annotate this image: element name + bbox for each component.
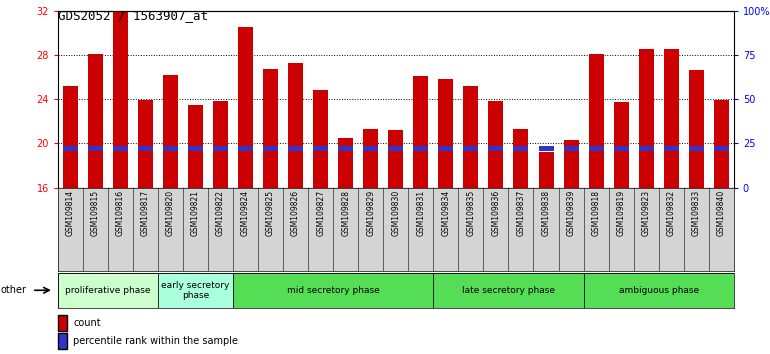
Bar <box>88 54 103 354</box>
Text: GSM109828: GSM109828 <box>341 190 350 236</box>
Text: GSM109822: GSM109822 <box>216 190 225 236</box>
Bar <box>564 140 578 354</box>
Bar <box>514 146 528 151</box>
Text: GDS2052 / 1563907_at: GDS2052 / 1563907_at <box>58 9 208 22</box>
Text: GSM109825: GSM109825 <box>266 190 275 236</box>
Bar <box>213 101 228 354</box>
Text: GSM109829: GSM109829 <box>367 190 375 236</box>
Bar <box>638 146 654 151</box>
Bar <box>388 146 403 151</box>
Bar <box>488 146 504 151</box>
Text: GSM109814: GSM109814 <box>65 190 75 236</box>
Bar <box>313 146 328 151</box>
Text: GSM109819: GSM109819 <box>617 190 626 236</box>
Text: count: count <box>73 318 101 328</box>
Bar <box>238 27 253 354</box>
Text: GSM109838: GSM109838 <box>541 190 551 236</box>
Bar <box>584 273 734 308</box>
Bar <box>113 146 128 151</box>
Text: GSM109835: GSM109835 <box>467 190 475 236</box>
Bar <box>464 146 478 151</box>
Bar <box>688 70 704 354</box>
Text: GSM109824: GSM109824 <box>241 190 250 236</box>
Bar <box>288 146 303 151</box>
Text: GSM109821: GSM109821 <box>191 190 200 236</box>
Text: GSM109816: GSM109816 <box>116 190 125 236</box>
Bar <box>434 273 584 308</box>
Bar <box>538 146 554 151</box>
Text: GSM109830: GSM109830 <box>391 190 400 236</box>
Bar <box>388 130 403 354</box>
Bar <box>313 90 328 354</box>
Text: GSM109836: GSM109836 <box>491 190 500 236</box>
Bar <box>238 146 253 151</box>
Text: GSM109827: GSM109827 <box>316 190 325 236</box>
Text: GSM109820: GSM109820 <box>166 190 175 236</box>
Bar <box>188 105 203 354</box>
Bar <box>263 69 278 354</box>
Bar <box>664 49 678 354</box>
Bar <box>714 100 728 354</box>
Bar <box>614 102 628 354</box>
Bar <box>438 146 454 151</box>
Bar <box>564 146 578 151</box>
Bar <box>88 146 103 151</box>
Bar <box>413 146 428 151</box>
Text: GSM109837: GSM109837 <box>517 190 525 236</box>
Bar <box>413 76 428 354</box>
Bar <box>664 146 678 151</box>
Bar <box>363 129 378 354</box>
Text: mid secretory phase: mid secretory phase <box>286 286 380 295</box>
Text: GSM109818: GSM109818 <box>591 190 601 236</box>
Bar <box>263 146 278 151</box>
Text: percentile rank within the sample: percentile rank within the sample <box>73 336 238 346</box>
Text: GSM109832: GSM109832 <box>667 190 676 236</box>
Text: other: other <box>1 285 27 295</box>
Bar <box>113 11 128 354</box>
Text: ambiguous phase: ambiguous phase <box>618 286 698 295</box>
Bar <box>213 146 228 151</box>
Bar <box>338 146 353 151</box>
Bar <box>363 146 378 151</box>
Bar <box>714 146 728 151</box>
Bar <box>514 129 528 354</box>
Bar <box>538 152 554 354</box>
Bar <box>158 273 233 308</box>
Text: GSM109826: GSM109826 <box>291 190 300 236</box>
Text: GSM109840: GSM109840 <box>717 190 726 236</box>
Bar <box>188 146 203 151</box>
Bar <box>163 75 178 354</box>
Bar <box>488 101 504 354</box>
Text: GSM109831: GSM109831 <box>417 190 425 236</box>
Text: GSM109833: GSM109833 <box>691 190 701 236</box>
Bar <box>438 79 454 354</box>
Text: GSM109839: GSM109839 <box>567 190 575 236</box>
Bar <box>638 49 654 354</box>
Bar <box>233 273 434 308</box>
Bar <box>464 86 478 354</box>
Bar <box>58 273 158 308</box>
Bar <box>63 86 78 354</box>
Bar <box>138 100 153 354</box>
Bar <box>163 146 178 151</box>
Bar <box>338 138 353 354</box>
Text: GSM109834: GSM109834 <box>441 190 450 236</box>
Text: GSM109823: GSM109823 <box>641 190 651 236</box>
Text: early secretory
phase: early secretory phase <box>161 281 229 300</box>
Text: GSM109815: GSM109815 <box>91 190 100 236</box>
Bar <box>688 146 704 151</box>
Text: GSM109817: GSM109817 <box>141 190 150 236</box>
Bar <box>63 146 78 151</box>
Bar <box>588 146 604 151</box>
Bar <box>614 146 628 151</box>
Text: proliferative phase: proliferative phase <box>65 286 151 295</box>
Bar <box>288 63 303 354</box>
Bar <box>588 54 604 354</box>
Text: late secretory phase: late secretory phase <box>462 286 555 295</box>
Bar <box>138 146 153 151</box>
